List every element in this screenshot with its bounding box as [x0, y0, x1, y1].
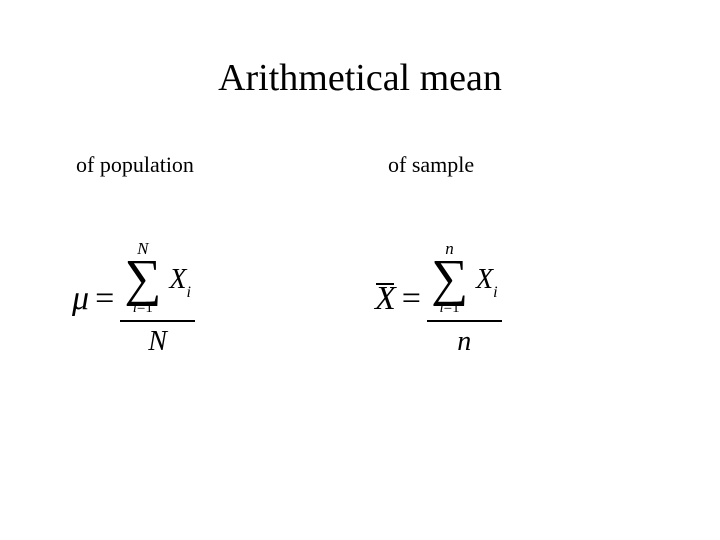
- sum-lower-start: 1: [452, 300, 460, 316]
- denominator-n: n: [427, 320, 502, 358]
- term-X: X: [476, 264, 493, 295]
- term-sub-i: i: [186, 284, 190, 301]
- sigma-block-population: N ∑ i=1: [124, 240, 161, 316]
- xbar-X: X: [375, 280, 396, 317]
- page-title: Arithmetical mean: [0, 56, 720, 100]
- label-population: of population: [76, 152, 194, 178]
- sum-lower-population: i=1: [133, 301, 153, 316]
- denominator-N: N: [120, 320, 195, 358]
- xbar-overline: [376, 283, 394, 285]
- label-sample: of sample: [388, 152, 474, 178]
- equals-sign: =: [402, 280, 421, 318]
- equals-sign: =: [95, 280, 114, 318]
- mu-symbol: μ: [72, 280, 89, 318]
- term-Xi-population: Xi: [169, 264, 191, 300]
- sigma-symbol: ∑: [124, 257, 161, 301]
- term-sub-i: i: [493, 284, 497, 301]
- numerator-population: N ∑ i=1 Xi: [120, 240, 195, 320]
- numerator-sample: n ∑ i=1 Xi: [427, 240, 502, 320]
- sum-lower-start: 1: [145, 300, 153, 316]
- term-Xi-sample: Xi: [476, 264, 498, 300]
- fraction-population: N ∑ i=1 Xi N: [120, 240, 195, 358]
- sigma-symbol: ∑: [431, 257, 468, 301]
- sum-lower-eq: =: [444, 300, 452, 316]
- fraction-sample: n ∑ i=1 Xi n: [427, 240, 502, 358]
- xbar-symbol: X: [375, 280, 396, 318]
- formula-sample: X = n ∑ i=1 Xi n: [375, 240, 502, 358]
- sigma-block-sample: n ∑ i=1: [431, 240, 468, 316]
- formula-population: μ = N ∑ i=1 Xi N: [72, 240, 195, 358]
- term-X: X: [169, 264, 186, 295]
- sum-lower-sample: i=1: [439, 301, 459, 316]
